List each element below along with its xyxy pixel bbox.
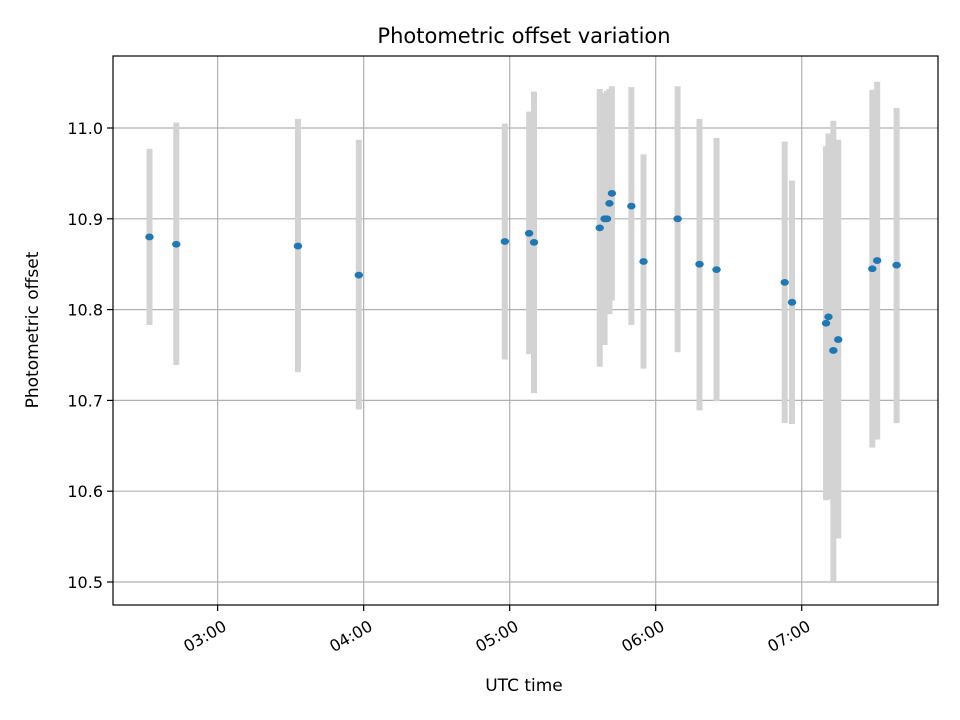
- data-point: [780, 278, 789, 286]
- data-point: [605, 199, 614, 207]
- data-point: [824, 313, 833, 321]
- data-point: [892, 261, 901, 269]
- plot-frame: [112, 55, 939, 606]
- data-point: [595, 224, 604, 232]
- y-tick-label: 11.0: [67, 119, 103, 138]
- data-point: [145, 233, 154, 241]
- data-point: [607, 189, 617, 197]
- data-point: [872, 257, 882, 264]
- y-axis-ticks: 10.5 10.6 10.7 10.8 10.9 11.0: [67, 119, 113, 592]
- data-point: [695, 260, 704, 268]
- data-point: [524, 229, 534, 237]
- x-axis-title: UTC time: [485, 676, 563, 696]
- data-point: [293, 242, 303, 250]
- data-point: [602, 215, 612, 223]
- data-point: [639, 258, 648, 265]
- data-point: [673, 215, 682, 223]
- data-point: [529, 239, 539, 246]
- data-point: [787, 298, 797, 306]
- data-point: [712, 266, 721, 274]
- y-tick-label: 10.5: [67, 573, 103, 592]
- data-point: [354, 271, 363, 279]
- data-point: [627, 202, 636, 210]
- data-point: [500, 238, 510, 245]
- data-point: [868, 265, 877, 273]
- chart-title: Photometric offset variation: [377, 24, 670, 48]
- data-point: [821, 319, 831, 327]
- y-axis-title: Photometric offset: [23, 251, 43, 408]
- data-point: [834, 336, 843, 343]
- grid-lines: [113, 56, 938, 605]
- y-tick-label: 10.9: [67, 210, 103, 229]
- y-tick-label: 10.8: [67, 301, 103, 320]
- y-tick-label: 10.7: [67, 391, 103, 410]
- data-points: [145, 189, 901, 354]
- data-point: [829, 347, 838, 354]
- data-point: [172, 240, 181, 248]
- y-tick-label: 10.6: [67, 482, 103, 501]
